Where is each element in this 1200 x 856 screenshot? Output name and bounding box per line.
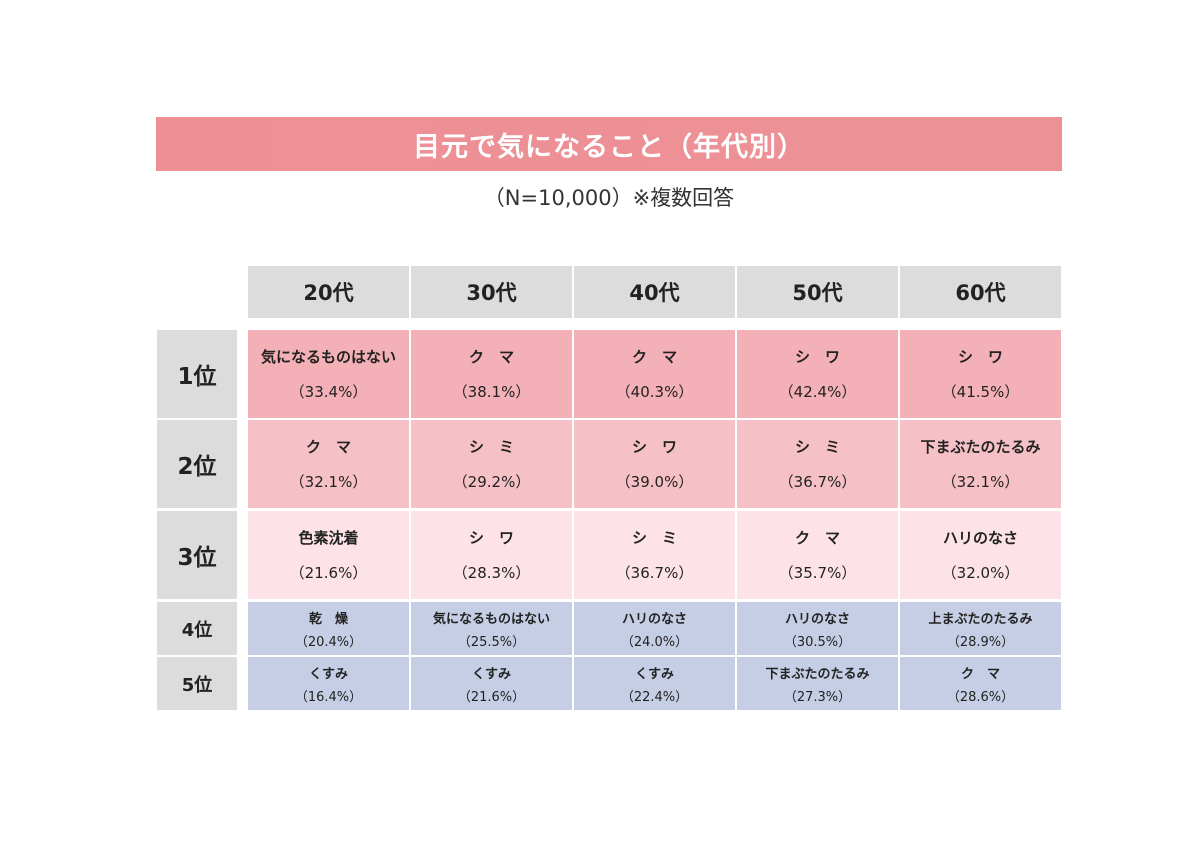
cell-share: （16.4%） [294, 689, 363, 705]
cell-item: くすみ [471, 666, 511, 682]
cell-share: （29.2%） [452, 473, 531, 491]
cell-item: シ ワ [631, 438, 677, 456]
cell-item: シ ミ [468, 438, 514, 456]
cell-item: 上まぶたのたるみ [928, 611, 1033, 627]
table-cell: シ ワ （41.5%） [900, 330, 1061, 418]
cell-share: （32.1%） [941, 473, 1020, 491]
cell-share: （42.4%） [778, 383, 857, 401]
cell-share: （40.3%） [615, 383, 694, 401]
cell-item: ク マ [960, 666, 1000, 682]
subtitle: （N=10,000）※複数回答 [483, 186, 735, 210]
table-cell: ク マ （40.3%） [574, 330, 735, 418]
cell-share: （21.6%） [457, 689, 526, 705]
cell-item: 下まぶたのたるみ [765, 666, 870, 682]
cell-item: ハリのなさ [784, 611, 850, 627]
cell-share: （21.6%） [289, 564, 368, 582]
cell-item: 色素沈着 [298, 529, 359, 547]
cell-share: （27.3%） [783, 689, 852, 705]
cell-item: くすみ [634, 666, 674, 682]
table-cell: 乾 燥 （20.4%） [248, 602, 409, 655]
cell-share: （36.7%） [615, 564, 694, 582]
table-cell: シ ワ （28.3%） [411, 511, 572, 599]
table-cell: ハリのなさ （32.0%） [900, 511, 1061, 599]
table-cell: くすみ （16.4%） [248, 657, 409, 710]
table-cell: 色素沈着 （21.6%） [248, 511, 409, 599]
rank-label: 1位 [157, 330, 237, 418]
cell-item: シ ワ [794, 348, 840, 366]
cell-item: 気になるものはない [260, 348, 396, 366]
cell-share: （39.0%） [615, 473, 694, 491]
cell-item: ク マ [794, 529, 840, 547]
column-header: 40代 [574, 266, 735, 318]
table-cell: シ ミ （36.7%） [574, 511, 735, 599]
cell-item: ク マ [305, 438, 351, 456]
cell-share: （41.5%） [941, 383, 1020, 401]
rank-label: 4位 [157, 602, 237, 655]
cell-share: （24.0%） [620, 634, 689, 650]
cell-share: （25.5%） [457, 634, 526, 650]
rank-label: 2位 [157, 420, 237, 508]
cell-share: （32.0%） [941, 564, 1020, 582]
table-cell: シ ミ （36.7%） [737, 420, 898, 508]
title: 目元で気になること（年代別） [413, 131, 805, 163]
table-cell: シ ワ （42.4%） [737, 330, 898, 418]
table-cell: くすみ （21.6%） [411, 657, 572, 710]
table-cell: ハリのなさ （30.5%） [737, 602, 898, 655]
table-cell: 上まぶたのたるみ （28.9%） [900, 602, 1061, 655]
table-cell: ク マ （28.6%） [900, 657, 1061, 710]
cell-share: （20.4%） [294, 634, 363, 650]
table-cell: ク マ （35.7%） [737, 511, 898, 599]
column-header: 50代 [737, 266, 898, 318]
table-cell: 下まぶたのたるみ （27.3%） [737, 657, 898, 710]
cell-share: （38.1%） [452, 383, 531, 401]
rank-label: 3位 [157, 511, 237, 599]
cell-share: （36.7%） [778, 473, 857, 491]
cell-item: シ ミ [631, 529, 677, 547]
cell-item: ハリのなさ [621, 611, 687, 627]
table-cell: ク マ （32.1%） [248, 420, 409, 508]
cell-item: シ ワ [468, 529, 514, 547]
cell-item: ハリのなさ [942, 529, 1018, 547]
rank-label: 5位 [157, 657, 237, 710]
table-cell: シ ワ （39.0%） [574, 420, 735, 508]
column-header: 20代 [248, 266, 409, 318]
cell-item: 気になるものはない [432, 611, 550, 627]
table-cell: 下まぶたのたるみ （32.1%） [900, 420, 1061, 508]
cell-share: （30.5%） [783, 634, 852, 650]
cell-share: （35.7%） [778, 564, 857, 582]
cell-item: 下まぶたのたるみ [920, 438, 1041, 456]
cell-item: ク マ [631, 348, 677, 366]
title-bar: 目元で気になること（年代別） [156, 117, 1062, 171]
cell-share: （28.3%） [452, 564, 531, 582]
cell-item: くすみ [308, 666, 348, 682]
table-cell: 気になるものはない （25.5%） [411, 602, 572, 655]
table-cell: ク マ （38.1%） [411, 330, 572, 418]
cell-item: シ ワ [957, 348, 1003, 366]
table-cell: くすみ （22.4%） [574, 657, 735, 710]
cell-item: 乾 燥 [308, 611, 348, 627]
cell-item: シ ミ [794, 438, 840, 456]
column-header: 60代 [900, 266, 1061, 318]
cell-share: （28.9%） [946, 634, 1015, 650]
cell-share: （33.4%） [289, 383, 368, 401]
table-cell: ハリのなさ （24.0%） [574, 602, 735, 655]
cell-share: （22.4%） [620, 689, 689, 705]
table-cell: 気になるものはない （33.4%） [248, 330, 409, 418]
cell-share: （28.6%） [946, 689, 1015, 705]
cell-item: ク マ [468, 348, 514, 366]
cell-share: （32.1%） [289, 473, 368, 491]
table-cell: シ ミ （29.2%） [411, 420, 572, 508]
column-header: 30代 [411, 266, 572, 318]
